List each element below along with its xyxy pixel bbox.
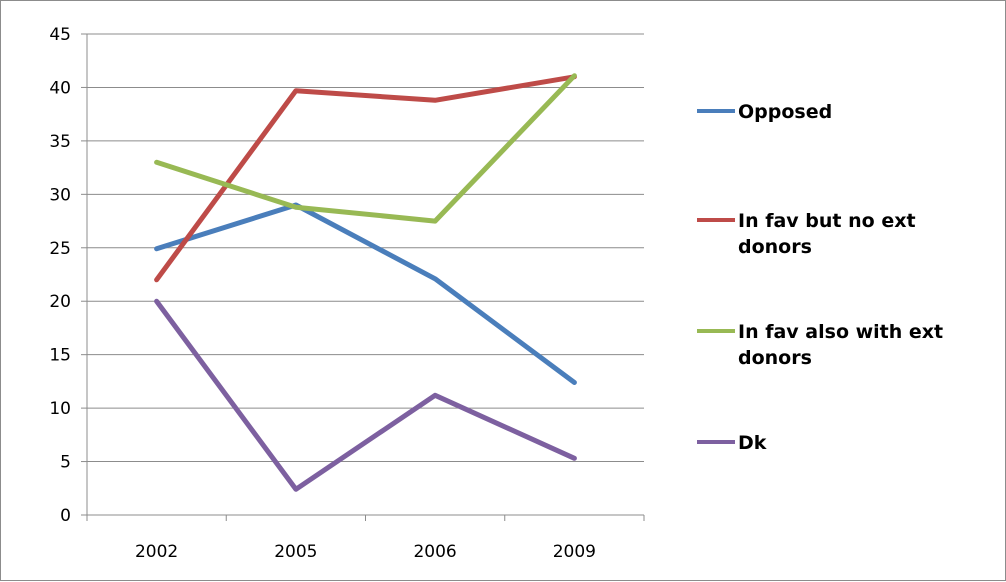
legend-label-2: In fav also with ext [738, 321, 943, 343]
y-tick-label: 40 [49, 78, 71, 98]
y-tick-label: 0 [60, 506, 71, 526]
y-tick-label: 35 [49, 132, 71, 152]
series-line-2 [154, 73, 577, 224]
y-tick-label: 30 [49, 185, 71, 205]
gridlines [87, 33, 644, 463]
y-tick-label: 10 [49, 399, 71, 419]
legend-label-1: donors [738, 236, 812, 258]
series-line-1 [154, 74, 577, 283]
y-tick-label: 45 [49, 25, 71, 45]
series-lines [154, 73, 577, 492]
x-tick-label: 2006 [413, 542, 456, 562]
y-tick-label: 15 [49, 346, 71, 366]
x-tick-label: 2002 [135, 542, 178, 562]
legend-label-2: donors [738, 347, 812, 369]
legend-label-3: Dk [738, 432, 767, 454]
legend: Opposed In fav but no ext donors In fav als… [697, 101, 943, 454]
legend-label-1: In fav but no ext [738, 210, 916, 232]
y-tick-label: 20 [49, 292, 71, 312]
legend-label-0: Opposed [738, 101, 832, 123]
y-tick-label: 5 [60, 453, 71, 473]
y-tick-label: 25 [49, 239, 71, 259]
x-tick-label: 2005 [274, 542, 317, 562]
x-tick-label: 2009 [553, 542, 596, 562]
axes: 0 5 10 15 20 25 30 35 40 45 2002 2005 2006 2009 [49, 25, 645, 562]
series-line-3 [154, 298, 577, 492]
series-line-0 [154, 202, 577, 385]
